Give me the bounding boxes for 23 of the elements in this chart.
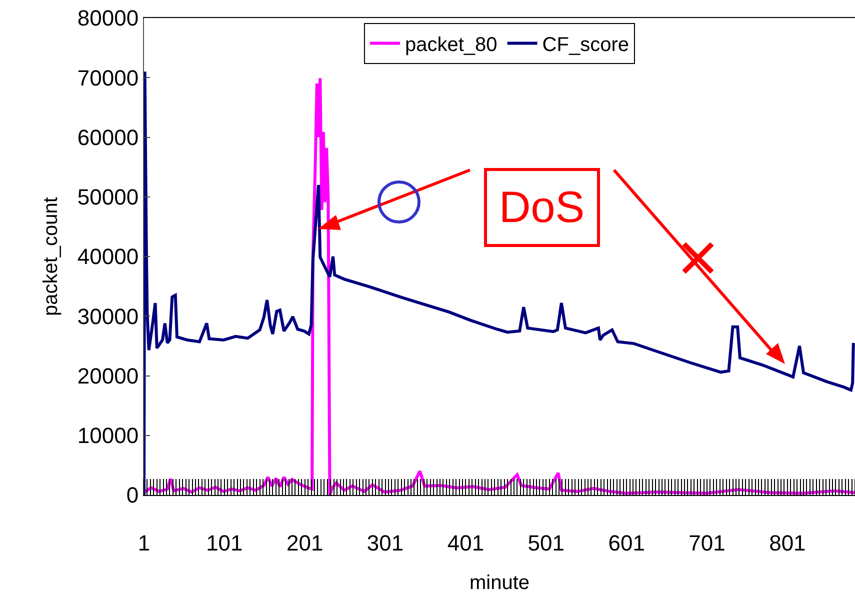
y-tick-label: 0 xyxy=(126,482,139,508)
y-tick-label: 70000 xyxy=(77,65,139,90)
y-tick-label: 40000 xyxy=(77,244,139,270)
y-tick-label: 80000 xyxy=(77,6,139,31)
annotation: DoS xyxy=(499,183,585,232)
y-tick-label: 50000 xyxy=(77,184,139,210)
y-tick-label: 20000 xyxy=(77,363,139,388)
y-axis-title: packet_count xyxy=(40,196,62,316)
x-tick-label: 1 xyxy=(138,530,150,556)
legend-label: CF_score xyxy=(542,34,629,56)
x-tick-label: 801 xyxy=(769,530,806,556)
legend-label: packet_80 xyxy=(405,34,498,56)
y-tick-label: 30000 xyxy=(77,304,139,329)
x-tick-label: 201 xyxy=(286,530,324,556)
x-tick-label: 101 xyxy=(206,530,243,556)
x-tick-label: 701 xyxy=(688,530,726,556)
x-axis-title: minute xyxy=(469,572,530,594)
x-tick-label: 501 xyxy=(528,530,565,556)
y-tick-label: 10000 xyxy=(77,423,139,448)
y-tick-label: 60000 xyxy=(77,124,139,150)
x-tick-label: 401 xyxy=(447,530,484,556)
x-tick-label: 601 xyxy=(608,530,645,556)
x-tick-label: 301 xyxy=(366,530,404,556)
